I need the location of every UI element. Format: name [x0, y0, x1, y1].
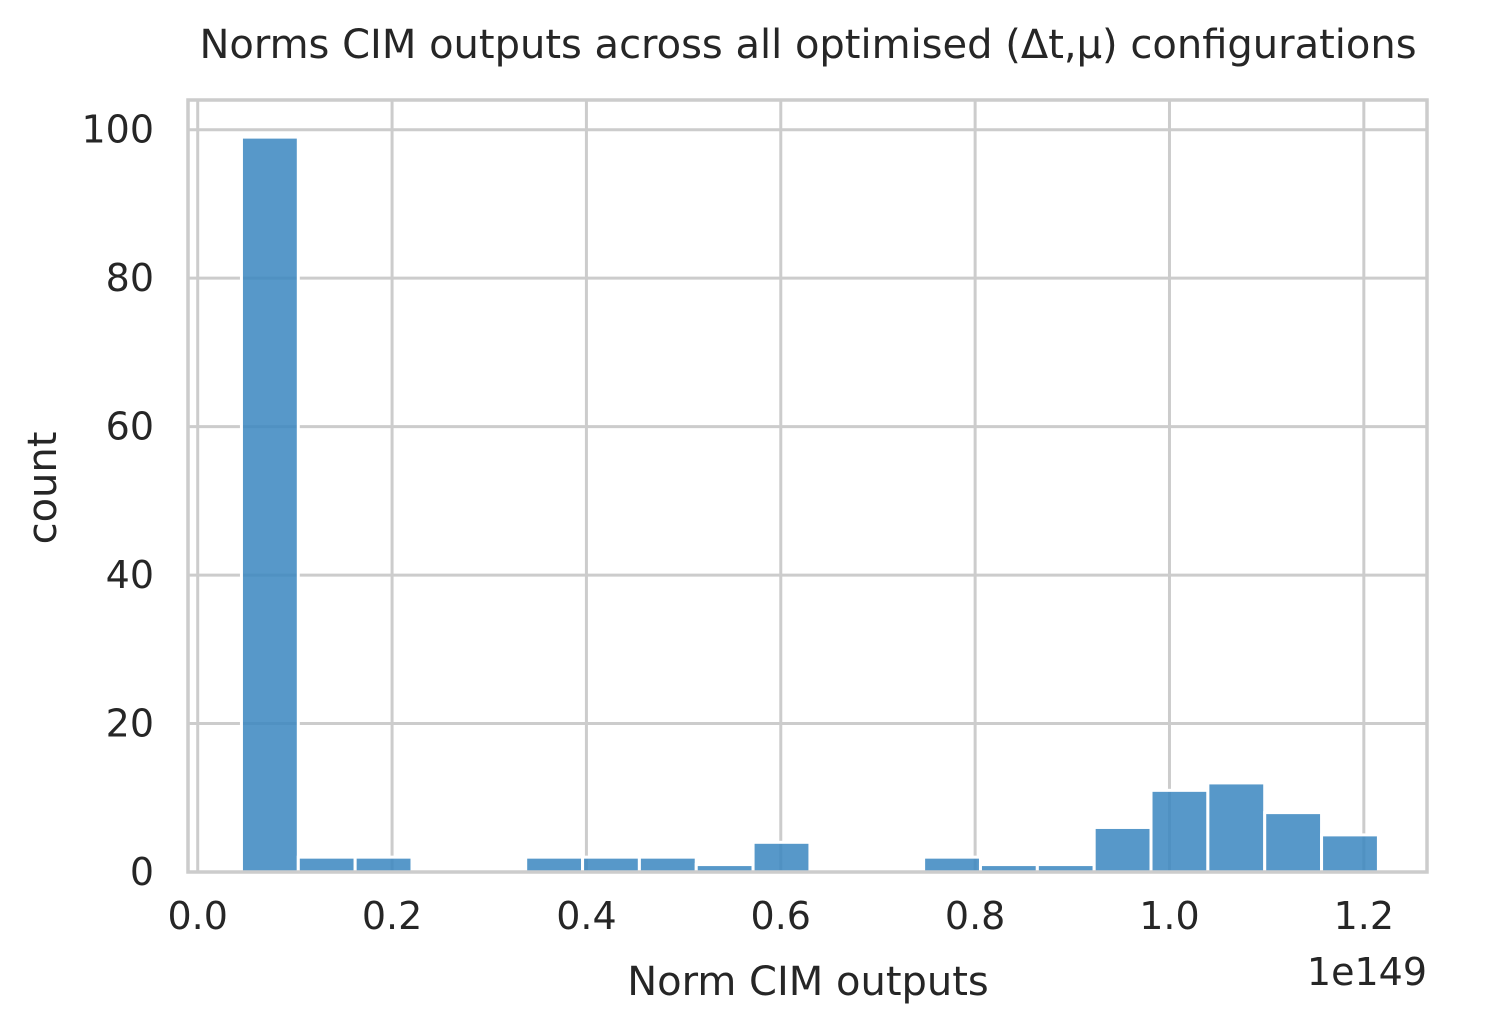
y-tick-label: 80 — [106, 256, 154, 300]
histogram-bar — [1149, 788, 1210, 874]
y-tick-label: 60 — [106, 405, 154, 449]
plot-frame — [186, 98, 1429, 874]
x-tick-label: 0.6 — [751, 894, 811, 938]
x-tick-label: 0.4 — [556, 894, 616, 938]
x-tick-label: 0.0 — [167, 894, 227, 938]
histogram-bar — [353, 855, 414, 874]
y-tick-labels: 0 20 40 60 80 100 — [81, 108, 154, 894]
x-tick-label: 0.8 — [945, 894, 1005, 938]
histogram-bar — [524, 855, 585, 874]
histogram-bar — [1263, 811, 1324, 874]
histogram-bar — [581, 855, 641, 874]
x-axis-offset-label: 1e149 — [1307, 950, 1427, 994]
histogram-bar — [296, 855, 357, 874]
histogram-bar — [1320, 833, 1380, 874]
y-tick-label: 0 — [130, 850, 154, 894]
y-tick-label: 20 — [106, 702, 154, 746]
x-tick-label: 0.2 — [362, 894, 422, 938]
x-axis-label: Norm CIM outputs — [627, 959, 989, 1005]
y-tick-label: 40 — [106, 553, 154, 597]
histogram-bar — [922, 855, 982, 874]
x-tick-label: 1.2 — [1334, 894, 1394, 938]
histogram-bar — [1092, 825, 1153, 874]
y-axis-label: count — [20, 432, 66, 545]
x-tick-label: 1.0 — [1139, 894, 1199, 938]
x-tick-labels: 0.0 0.2 0.4 0.6 0.8 1.0 1.2 — [167, 894, 1394, 938]
histogram-bar — [637, 855, 698, 874]
y-tick-label: 100 — [81, 108, 154, 152]
histogram-bar — [1206, 781, 1267, 874]
histogram-bar — [751, 840, 812, 874]
chart-title: Norms CIM outputs across all optimised (… — [199, 22, 1416, 68]
histogram-bar — [239, 135, 300, 874]
histogram-bars — [239, 135, 1380, 874]
grid-lines — [188, 100, 1427, 874]
